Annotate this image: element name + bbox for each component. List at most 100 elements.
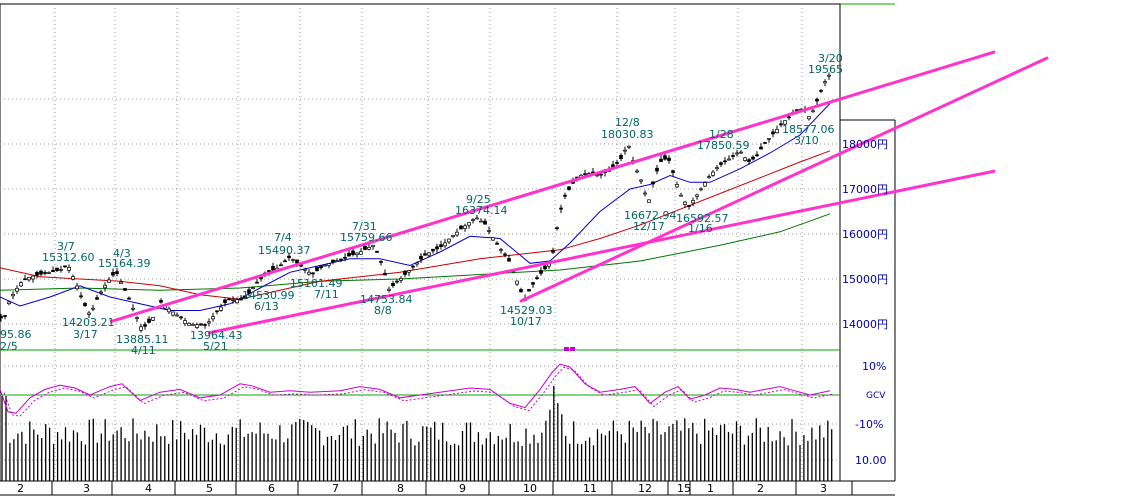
- candle-body: [583, 173, 587, 176]
- candle-body: [695, 194, 699, 197]
- candle-body: [647, 199, 651, 203]
- candle-body: [211, 316, 215, 320]
- candle-body: [31, 275, 35, 280]
- candle-body: [11, 294, 15, 297]
- candle-body: [315, 266, 319, 272]
- oscillator-axis: 10% GCV -10% 10.00: [855, 360, 887, 467]
- candle-body: [519, 289, 523, 293]
- candle-body: [731, 155, 735, 157]
- candle-body: [79, 295, 83, 298]
- candle-body: [179, 316, 183, 319]
- candle-body: [495, 242, 499, 245]
- candle-body: [387, 288, 391, 291]
- candle-body: [739, 151, 743, 154]
- candle-body: [735, 152, 739, 155]
- candle-body: [747, 159, 751, 162]
- month-label: 2: [757, 482, 764, 495]
- month-label: 2: [17, 482, 24, 495]
- candle-body: [515, 280, 519, 285]
- candle-body: [171, 311, 175, 316]
- candle-body: [623, 149, 627, 152]
- candle-body: [99, 291, 103, 294]
- candle-body: [47, 272, 51, 274]
- osc-lower-label: -10%: [855, 418, 883, 431]
- candle-body: [463, 225, 467, 229]
- candle-body: [231, 299, 235, 301]
- candle-body: [563, 194, 567, 197]
- price-tick-label: 16000円: [842, 228, 888, 241]
- candle-body: [403, 270, 407, 275]
- candle-body: [771, 131, 775, 135]
- candle-body: [751, 156, 755, 160]
- price-annotation: 10/17: [510, 315, 542, 328]
- trend-lines: [109, 50, 1049, 335]
- candle-body: [75, 285, 79, 290]
- candle-body: [51, 269, 55, 272]
- price-annotation: 15101.49: [290, 277, 343, 290]
- price-annotation: 95.86: [0, 328, 32, 341]
- candle-body: [331, 259, 335, 263]
- price-annotation: 14203.21: [62, 316, 115, 329]
- candle-body: [363, 245, 367, 250]
- price-annotation: 15312.60: [42, 251, 95, 264]
- candle-body: [435, 246, 439, 250]
- candle-body: [283, 260, 287, 263]
- candle-body: [59, 269, 63, 271]
- volume-scale-label: 10.00: [855, 454, 887, 467]
- candle-body: [303, 268, 307, 271]
- candle-body: [779, 123, 783, 126]
- candle-body: [555, 227, 559, 230]
- candle-body: [111, 272, 115, 276]
- candle-body: [347, 252, 351, 257]
- candle-body: [115, 271, 119, 275]
- osc-upper-label: 10%: [862, 360, 886, 373]
- candle-body: [399, 278, 403, 281]
- candle-body: [39, 270, 43, 275]
- candle-body: [755, 154, 759, 157]
- price-annotation: 16374.14: [455, 204, 508, 217]
- candle-body: [455, 231, 459, 236]
- candle-body: [139, 326, 143, 331]
- candle-body: [643, 192, 647, 195]
- candle-body: [359, 251, 363, 255]
- price-tick-label: 17000円: [842, 183, 888, 196]
- candle-body: [479, 220, 483, 223]
- candle-body: [411, 265, 415, 268]
- oscillator-peak-marker: [570, 347, 575, 351]
- price-annotation: 2/5: [0, 340, 18, 353]
- candle-body: [279, 264, 283, 267]
- price-annotation: 12/17: [633, 220, 665, 233]
- trend-line-lower-steep: [519, 56, 1049, 303]
- candle-body: [787, 116, 791, 119]
- candle-body: [375, 250, 379, 253]
- candle-body: [63, 265, 67, 268]
- oscillator-peak-marker: [564, 347, 569, 351]
- candle-body: [443, 242, 447, 247]
- candle-body: [207, 321, 211, 324]
- candle-body: [615, 162, 619, 164]
- candle-body: [175, 314, 179, 317]
- candle-body: [335, 260, 339, 262]
- candle-body: [55, 267, 59, 271]
- month-label: 9: [459, 482, 466, 495]
- candle-body: [23, 278, 27, 281]
- candle-body: [395, 280, 399, 283]
- candle-body: [759, 146, 763, 150]
- candle-body: [147, 318, 151, 323]
- candle-body: [255, 281, 259, 284]
- candle-body: [423, 253, 427, 256]
- oscillator-signal-line: [3, 366, 835, 417]
- candle-body: [775, 129, 779, 134]
- candle-body: [627, 145, 631, 148]
- candle-body: [743, 157, 747, 161]
- candle-body: [815, 98, 819, 102]
- month-axis: 2 3 4 5 6 7 8 9 10 11 12 15 1 2 3: [17, 481, 853, 495]
- candle-body: [107, 279, 111, 283]
- candle-body: [87, 312, 91, 315]
- candle-body: [243, 295, 247, 300]
- candle-body: [191, 323, 195, 326]
- candle-body: [151, 316, 155, 321]
- candle-body: [471, 219, 475, 221]
